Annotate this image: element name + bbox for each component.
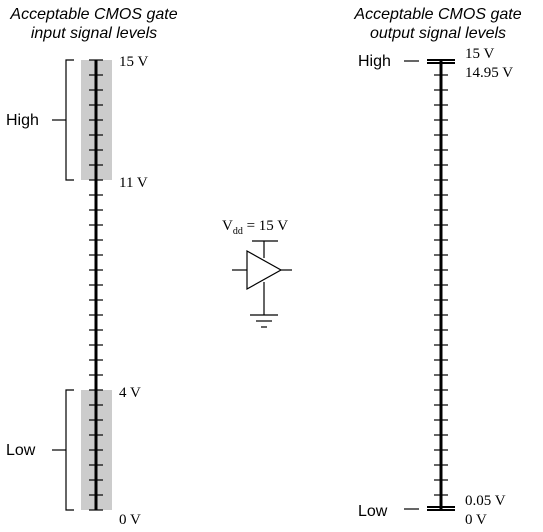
input-scale: Acceptable CMOS gate input signal levels…: [6, 6, 178, 528]
input-label-4v: 4 V: [119, 385, 141, 401]
output-label-0-05v: 0.05 V: [465, 493, 506, 509]
output-label-15v: 15 V: [465, 46, 494, 62]
input-low-bracket: [65, 389, 74, 511]
output-title-line1: Acceptable CMOS gate: [353, 6, 521, 23]
buffer-gate-icon: Vdd = 15 V: [222, 218, 292, 328]
input-label-0v: 0 V: [119, 512, 141, 528]
input-low-label: Low: [6, 442, 36, 459]
input-high-bracket: [65, 59, 74, 181]
output-label-0v: 0 V: [465, 512, 487, 528]
output-high-label: High: [358, 53, 391, 70]
output-title-line2: output signal levels: [370, 25, 506, 42]
output-scale: Acceptable CMOS gate output signal level…: [353, 6, 521, 528]
input-label-15v: 15 V: [119, 54, 148, 70]
input-label-11v: 11 V: [119, 175, 148, 191]
vdd-label: Vdd = 15 V: [222, 218, 288, 237]
output-low-label: Low: [358, 503, 388, 520]
output-label-14-95v: 14.95 V: [465, 65, 513, 81]
input-title-line1: Acceptable CMOS gate: [9, 6, 177, 23]
input-title-line2: input signal levels: [31, 25, 157, 42]
input-scale-ticks: [89, 59, 103, 511]
input-high-label: High: [6, 112, 39, 129]
